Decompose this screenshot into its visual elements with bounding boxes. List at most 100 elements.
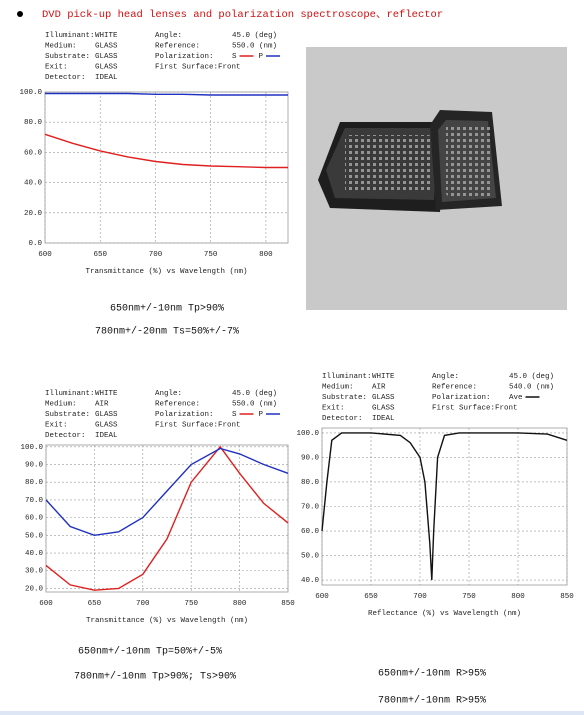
info-key: Detector: bbox=[45, 74, 86, 82]
info-key: Polarization: bbox=[155, 411, 214, 419]
legend-label: P bbox=[259, 53, 264, 61]
info-key: Polarization: bbox=[155, 53, 214, 61]
legend-label: Ave bbox=[509, 394, 523, 402]
info-value: 540.0 (nm) bbox=[509, 383, 554, 391]
y-tick-label: 50.0 bbox=[25, 532, 44, 540]
x-tick-label: 700 bbox=[149, 251, 163, 259]
legend-label: S bbox=[232, 411, 237, 419]
info-value: GLASS bbox=[372, 394, 395, 402]
x-tick-label: 650 bbox=[364, 593, 378, 601]
y-tick-label: 90.0 bbox=[25, 461, 44, 469]
info-key: Angle: bbox=[155, 32, 182, 40]
info-key: Exit: bbox=[45, 421, 68, 429]
info-value: GLASS bbox=[95, 421, 118, 429]
x-tick-label: 800 bbox=[259, 251, 273, 259]
info-key: First Surface:Front bbox=[432, 404, 518, 412]
info-key: Polarization: bbox=[432, 394, 491, 402]
info-key: Angle: bbox=[155, 390, 182, 398]
y-tick-label: 80.0 bbox=[301, 479, 320, 487]
x-axis-label: Transmittance (%) vs Wavelength (nm) bbox=[85, 268, 247, 276]
y-tick-label: 40.0 bbox=[25, 550, 44, 558]
x-tick-label: 800 bbox=[511, 593, 525, 601]
info-key: Detector: bbox=[322, 415, 363, 423]
plot-frame bbox=[45, 444, 289, 593]
info-value: 550.0 (nm) bbox=[232, 400, 277, 408]
y-tick-label: 60.0 bbox=[301, 528, 320, 536]
x-tick-label: 750 bbox=[462, 593, 476, 601]
x-tick-label: 600 bbox=[315, 593, 329, 601]
y-tick-label: 90.0 bbox=[301, 454, 320, 462]
page-title: DVD pick-up head lenses and polarization… bbox=[42, 9, 443, 21]
x-tick-label: 750 bbox=[184, 600, 198, 608]
info-key: Reference: bbox=[432, 383, 477, 391]
info-key: Exit: bbox=[45, 63, 68, 71]
x-axis-label: Reflectance (%) vs Wavelength (nm) bbox=[368, 610, 521, 618]
x-tick-label: 850 bbox=[281, 600, 295, 608]
info-value: WHITE bbox=[372, 373, 395, 381]
y-tick-label: 100.0 bbox=[296, 430, 319, 438]
x-tick-label: 750 bbox=[204, 251, 218, 259]
caption: 650nm+/-10nm R>95% bbox=[378, 668, 486, 680]
data-line bbox=[321, 432, 568, 581]
legend-label: P bbox=[259, 411, 264, 419]
info-value: GLASS bbox=[95, 42, 118, 50]
info-key: Exit: bbox=[322, 404, 345, 412]
x-tick-label: 600 bbox=[38, 251, 52, 259]
info-value: AIR bbox=[95, 400, 109, 408]
caption: 650nm+/-10nm Tp>90% bbox=[110, 303, 224, 315]
y-tick-label: 80.0 bbox=[25, 479, 44, 487]
info-key: Medium: bbox=[45, 42, 77, 50]
info-key: Angle: bbox=[432, 373, 459, 381]
bullet bbox=[17, 11, 23, 17]
info-value: AIR bbox=[372, 383, 386, 391]
info-key: First Surface:Front bbox=[155, 63, 241, 71]
y-tick-label: 50.0 bbox=[301, 553, 320, 561]
info-value: GLASS bbox=[95, 411, 118, 419]
info-value: GLASS bbox=[95, 53, 118, 61]
info-value: WHITE bbox=[95, 390, 118, 398]
x-axis-label: Transmittance (%) vs Wavelength (nm) bbox=[86, 617, 248, 625]
data-line bbox=[45, 447, 289, 537]
y-tick-label: 60.0 bbox=[25, 515, 44, 523]
info-key: Reference: bbox=[155, 400, 200, 408]
info-value: 550.0 (nm) bbox=[232, 42, 277, 50]
info-key: Medium: bbox=[322, 383, 354, 391]
info-key: Substrate: bbox=[322, 394, 367, 402]
y-tick-label: 0.0 bbox=[28, 240, 42, 248]
y-tick-label: 70.0 bbox=[25, 497, 44, 505]
caption: 780nm+/-10nm Tp>90%; Ts>90% bbox=[74, 671, 236, 683]
y-tick-label: 20.0 bbox=[24, 210, 43, 218]
info-key: Reference: bbox=[155, 42, 200, 50]
caption: 780nm+/-20nm Ts=50%+/-7% bbox=[95, 326, 239, 338]
info-value: WHITE bbox=[95, 32, 118, 40]
x-tick-label: 800 bbox=[233, 600, 247, 608]
x-tick-label: 600 bbox=[39, 600, 53, 608]
y-tick-label: 60.0 bbox=[24, 149, 43, 157]
y-tick-label: 30.0 bbox=[25, 568, 44, 576]
data-line bbox=[44, 133, 288, 169]
y-tick-label: 100.0 bbox=[20, 444, 43, 452]
y-tick-label: 70.0 bbox=[301, 503, 320, 511]
info-value: GLASS bbox=[95, 63, 118, 71]
legend-label: S bbox=[232, 53, 237, 61]
caption: 780nm+/-10nm R>95% bbox=[378, 695, 486, 707]
x-tick-label: 650 bbox=[93, 251, 107, 259]
y-tick-label: 100.0 bbox=[19, 89, 42, 97]
info-value: IDEAL bbox=[372, 415, 395, 423]
info-value: 45.0 (deg) bbox=[232, 390, 277, 398]
data-line bbox=[45, 445, 289, 591]
photo bbox=[306, 47, 567, 310]
info-key: Substrate: bbox=[45, 53, 90, 61]
info-value: IDEAL bbox=[95, 74, 118, 82]
info-key: Substrate: bbox=[45, 411, 90, 419]
info-key: Illuminant: bbox=[45, 32, 95, 40]
x-tick-label: 850 bbox=[560, 593, 574, 601]
info-key: Illuminant: bbox=[322, 373, 372, 381]
x-tick-label: 700 bbox=[413, 593, 427, 601]
y-tick-label: 80.0 bbox=[24, 119, 43, 127]
bottom-bar bbox=[0, 711, 584, 715]
y-tick-label: 40.0 bbox=[301, 577, 320, 585]
y-tick-label: 20.0 bbox=[25, 585, 44, 593]
info-key: First Surface:Front bbox=[155, 421, 241, 429]
